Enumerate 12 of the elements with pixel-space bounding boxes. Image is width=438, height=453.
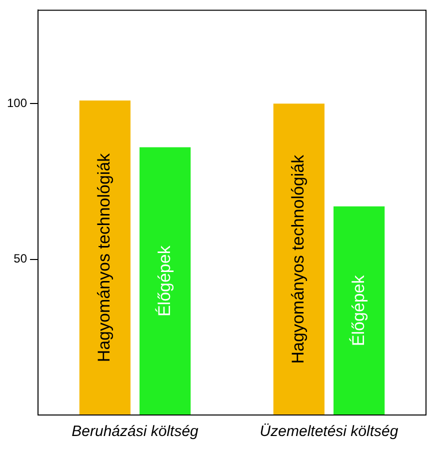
- bar: [140, 147, 191, 415]
- y-tick-label: 50: [14, 252, 28, 266]
- bar: [79, 100, 131, 415]
- y-tick-label: 100: [6, 96, 28, 110]
- x-tick-label: Üzemeltetési költség: [260, 423, 399, 440]
- series-label: Élőgépek: [154, 245, 174, 317]
- bar: [334, 206, 385, 415]
- series-label: Hagyományos technológiák: [94, 152, 114, 362]
- x-tick-label: Beruházási költség: [72, 423, 200, 440]
- text: Élőgépek: [348, 275, 368, 346]
- bar: [273, 104, 324, 415]
- text: Hagyományos technológiák: [288, 154, 308, 364]
